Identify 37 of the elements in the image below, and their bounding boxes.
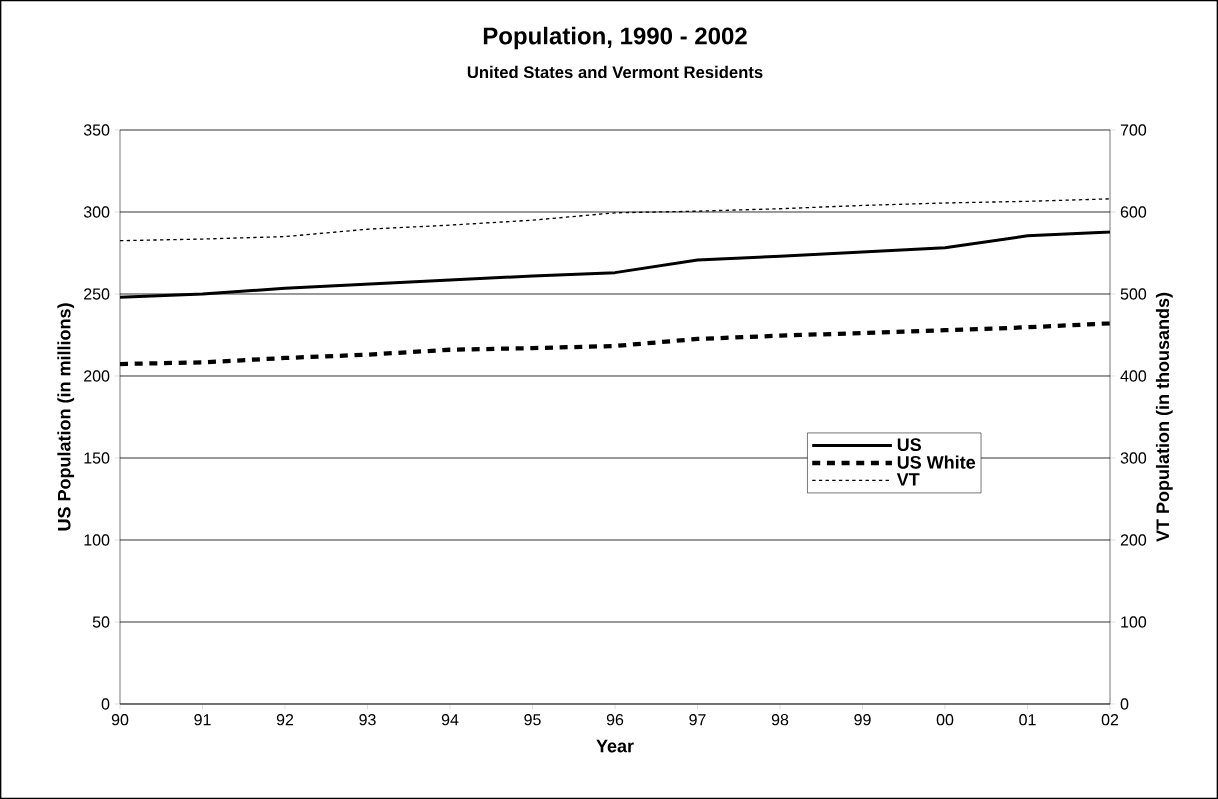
y2-tick-label: 100 xyxy=(1121,616,1147,628)
y2-tick-label: 400 xyxy=(1120,370,1147,382)
legend-label: VT xyxy=(896,473,920,486)
x-tick-label: 01 xyxy=(1019,714,1036,726)
x-tick-label: 91 xyxy=(194,714,211,726)
y-tick-label: 50 xyxy=(92,616,110,628)
y2-tick-label: 0 xyxy=(1120,698,1129,710)
y-tick-label: 300 xyxy=(83,206,110,218)
x-axis-title: Year xyxy=(596,739,634,753)
y-tick-label: 100 xyxy=(84,534,110,546)
y-tick-label: 200 xyxy=(84,370,110,382)
x-tick-label: 98 xyxy=(771,714,789,726)
y-tick-label: 250 xyxy=(84,288,110,300)
x-tick-label: 99 xyxy=(854,714,871,726)
x-tick-label: 94 xyxy=(441,714,459,726)
y2-tick-label: 500 xyxy=(1120,288,1147,300)
chart-title: Population, 1990 - 2002 xyxy=(483,26,747,50)
y2-tick-label: 600 xyxy=(1120,206,1147,218)
x-tick-label: 95 xyxy=(524,714,541,726)
y2-tick-label: 300 xyxy=(1120,452,1147,464)
y-tick-label: 350 xyxy=(83,124,110,136)
y-axis-title: US Population (in millions) xyxy=(57,303,75,531)
y2-axis-title: VT Population (in thousands) xyxy=(1155,292,1173,542)
y-tick-label: 150 xyxy=(84,452,110,464)
y2-tick-label: 200 xyxy=(1120,534,1147,546)
legend-label: US White xyxy=(897,455,976,469)
legend-label: US xyxy=(897,438,922,451)
x-tick-label: 97 xyxy=(689,714,706,726)
x-tick-label: 93 xyxy=(359,714,376,726)
x-tick-label: 96 xyxy=(606,714,624,726)
y2-tick-label: 700 xyxy=(1120,124,1147,136)
x-tick-label: 00 xyxy=(936,714,954,726)
x-tick-label: 02 xyxy=(1101,714,1119,726)
chart-subtitle: United States and Vermont Residents xyxy=(467,65,763,79)
y-tick-label: 0 xyxy=(101,698,110,710)
x-tick-label: 90 xyxy=(111,714,129,726)
x-tick-label: 92 xyxy=(276,714,294,726)
